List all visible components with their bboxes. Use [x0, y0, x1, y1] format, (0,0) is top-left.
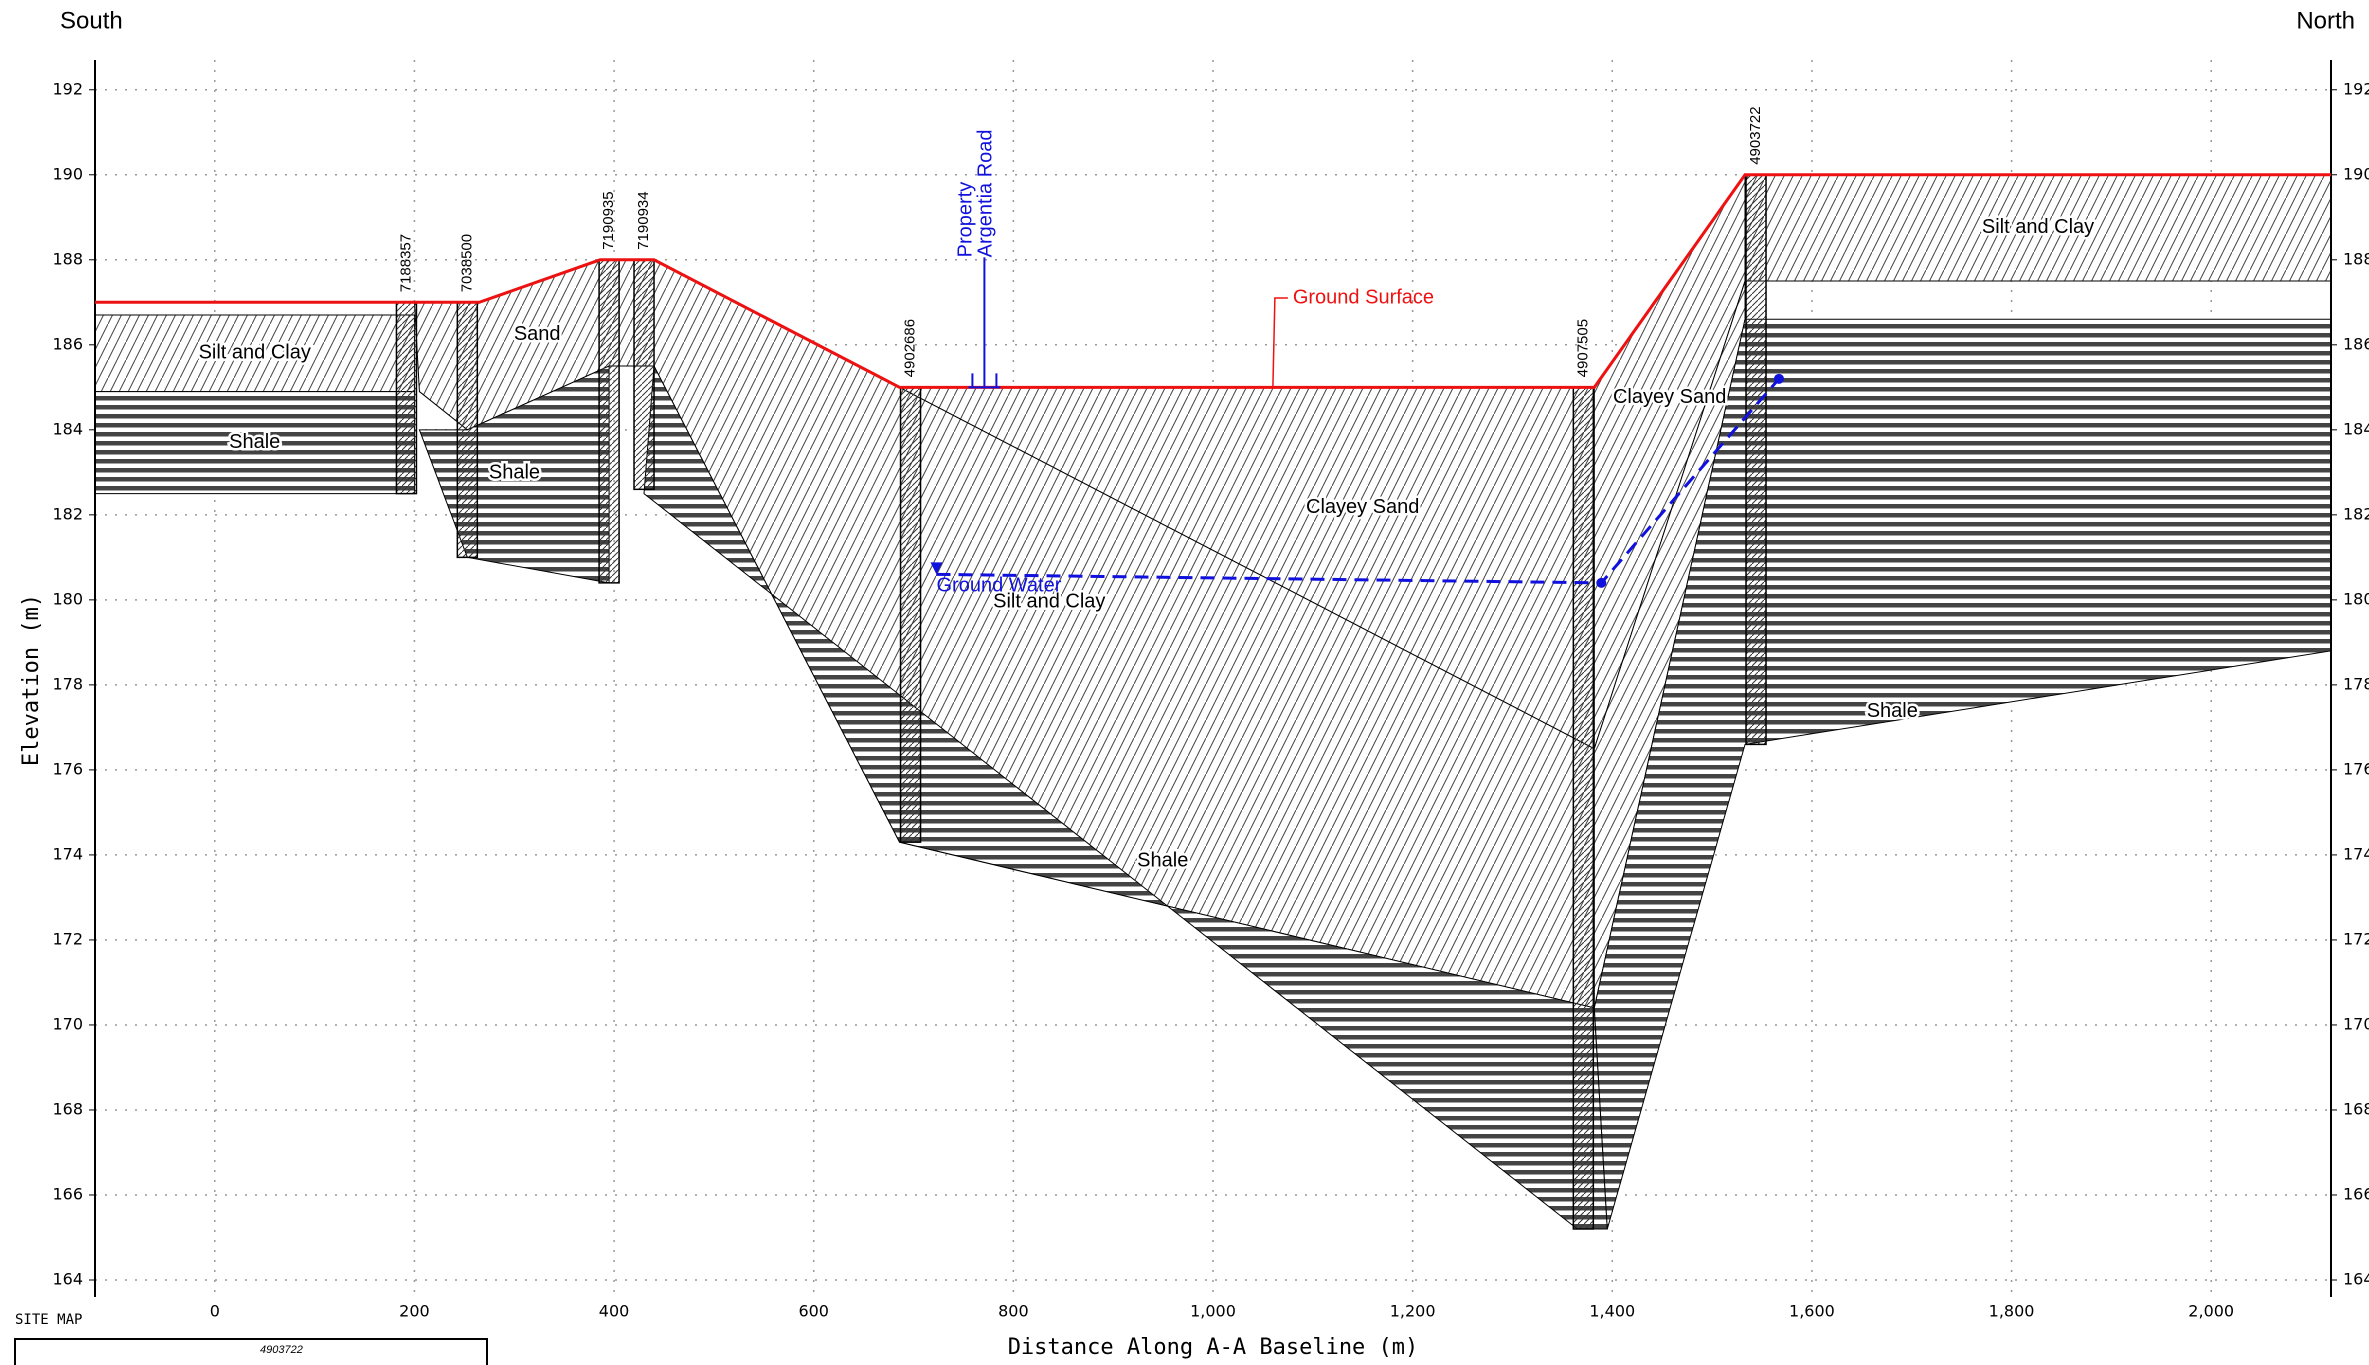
y2-tick-label: 188	[2343, 249, 2369, 268]
layer-label: Sand	[514, 323, 561, 345]
ground-water-label: Ground Water	[936, 575, 1061, 597]
y-tick-label: 184	[52, 419, 83, 438]
ground-water-arrow	[930, 562, 943, 575]
borehole-id: 7038500	[458, 234, 475, 292]
y-tick-label: 186	[52, 334, 83, 353]
layer-label: Silt and Clay	[993, 590, 1105, 612]
borehole	[633, 259, 655, 491]
x-axis-title: Distance Along A-A Baseline (m)	[1008, 1335, 1419, 1360]
y2-tick-label: 184	[2343, 419, 2369, 438]
road-marker	[968, 257, 1001, 389]
y2-tick-label: 174	[2343, 844, 2369, 863]
ground-surface-label: Ground Surface	[1293, 286, 1434, 308]
x-tick-label: 1,200	[1390, 1302, 1436, 1321]
y-tick-label: 164	[52, 1269, 83, 1288]
north-label: North	[2296, 7, 2355, 34]
layer-label: Clayey Sand	[1613, 386, 1726, 408]
layer-label: Clayey Sand	[1306, 496, 1419, 518]
x-tick-label: 200	[399, 1302, 430, 1321]
layer-label: Shale	[489, 461, 540, 483]
borehole-id: 7190935	[600, 191, 617, 249]
y2-tick-label: 172	[2343, 929, 2369, 948]
y-tick-label: 182	[52, 504, 83, 523]
borehole-id: 7190934	[635, 191, 652, 249]
layer-label: Silt and Clay	[199, 342, 311, 364]
y2-tick-label: 186	[2343, 334, 2369, 353]
ground-water-arrow	[1773, 373, 1784, 384]
y2-tick-label: 166	[2343, 1184, 2369, 1203]
x-tick-label: 800	[998, 1302, 1029, 1321]
y2-tick-label: 168	[2343, 1099, 2369, 1118]
ground-surface-leader	[1272, 297, 1288, 388]
y-tick-label: 176	[52, 759, 83, 778]
site-map-label: 4903722	[260, 1344, 303, 1356]
y2-tick-label: 180	[2343, 589, 2369, 608]
x-tick-label: 1,000	[1190, 1302, 1236, 1321]
x-tick-label: 1,400	[1589, 1302, 1635, 1321]
layer-label: Shale	[1137, 850, 1188, 872]
layer-label: Shale	[229, 431, 280, 453]
ground-water-arrow	[1596, 577, 1607, 588]
y2-tick-label: 164	[2343, 1269, 2369, 1288]
y-tick-label: 188	[52, 249, 83, 268]
borehole-id: 7188357	[397, 234, 414, 292]
y-axis-title: Elevation (m)	[19, 594, 44, 766]
y-tick-label: 178	[52, 674, 83, 693]
y2-tick-label: 176	[2343, 759, 2369, 778]
x-tick-label: 2,000	[2188, 1302, 2234, 1321]
borehole-id: 4907505	[1574, 319, 1591, 377]
y2-tick-label: 178	[2343, 674, 2369, 693]
layer-label: Shale	[1867, 700, 1918, 722]
x-tick-label: 1,600	[1789, 1302, 1835, 1321]
x-tick-label: 600	[798, 1302, 829, 1321]
y2-tick-label: 170	[2343, 1014, 2369, 1033]
y-tick-label: 170	[52, 1014, 83, 1033]
road-label: Argentia Road	[975, 129, 997, 257]
layer-label: Silt and Clay	[1982, 216, 2094, 238]
borehole	[1572, 386, 1595, 1230]
south-label: South	[60, 7, 123, 34]
y-tick-label: 180	[52, 589, 83, 608]
y-tick-label: 174	[52, 844, 83, 863]
y-tick-label: 166	[52, 1184, 83, 1203]
y2-tick-label: 192	[2343, 79, 2369, 98]
y-tick-label: 168	[52, 1099, 83, 1118]
borehole	[456, 301, 479, 559]
borehole	[598, 259, 620, 584]
site-map-frame	[14, 1338, 488, 1365]
x-tick-label: 400	[599, 1302, 630, 1321]
borehole	[1745, 174, 1767, 746]
y-tick-label: 192	[52, 79, 83, 98]
ground-surface-line	[95, 173, 2331, 389]
borehole-id: 4903722	[1747, 106, 1764, 164]
y2-tick-label: 182	[2343, 504, 2369, 523]
site-map-title: SITE MAP	[15, 1312, 82, 1328]
x-tick-label: 1,800	[1989, 1302, 2035, 1321]
y-tick-label: 190	[52, 164, 83, 183]
x-tick-label: 0	[210, 1302, 220, 1321]
borehole-id: 4902686	[902, 319, 919, 377]
borehole	[395, 301, 418, 495]
y2-tick-label: 190	[2343, 164, 2369, 183]
road-label: Property	[955, 182, 977, 258]
borehole	[899, 386, 922, 843]
y-tick-label: 172	[52, 929, 83, 948]
